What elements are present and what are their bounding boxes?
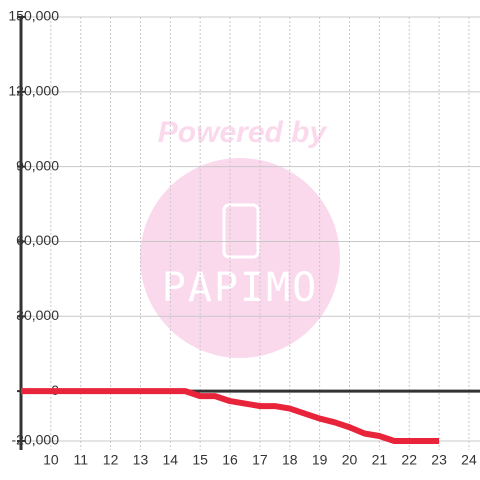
x-tick-label: 22 [401,452,417,468]
x-tick-label: 12 [103,452,119,468]
y-tick-label: 90,000 [16,157,59,173]
x-tick-label: 11 [73,452,88,468]
x-tick-label: 10 [43,452,59,468]
watermark: PAPIMO Powered by [140,116,340,358]
y-tick-label: 60,000 [16,232,59,248]
x-tick-label: 20 [342,452,358,468]
x-tick-label: 16 [222,452,238,468]
x-tick-label: 17 [252,452,268,468]
y-tick-label: 150,000 [8,8,59,24]
y-tick-label: 120,000 [8,83,59,99]
watermark-logo: PAPIMO [162,265,319,311]
y-tick-label: -20,000 [12,432,60,448]
data-line [21,388,440,444]
watermark-text: Powered by [158,116,328,149]
x-tick-label: 24 [461,452,477,468]
x-tick-label: 14 [163,452,179,468]
watermark-phone [222,203,260,259]
x-tick-label: 18 [282,452,298,468]
x-tick-label: 23 [431,452,447,468]
x-tick-label: 21 [372,452,388,468]
x-tick-label: 13 [133,452,149,468]
x-tick-label: 15 [192,452,208,468]
x-tick-label: 19 [312,452,328,468]
y-tick-label: 30,000 [16,307,59,323]
